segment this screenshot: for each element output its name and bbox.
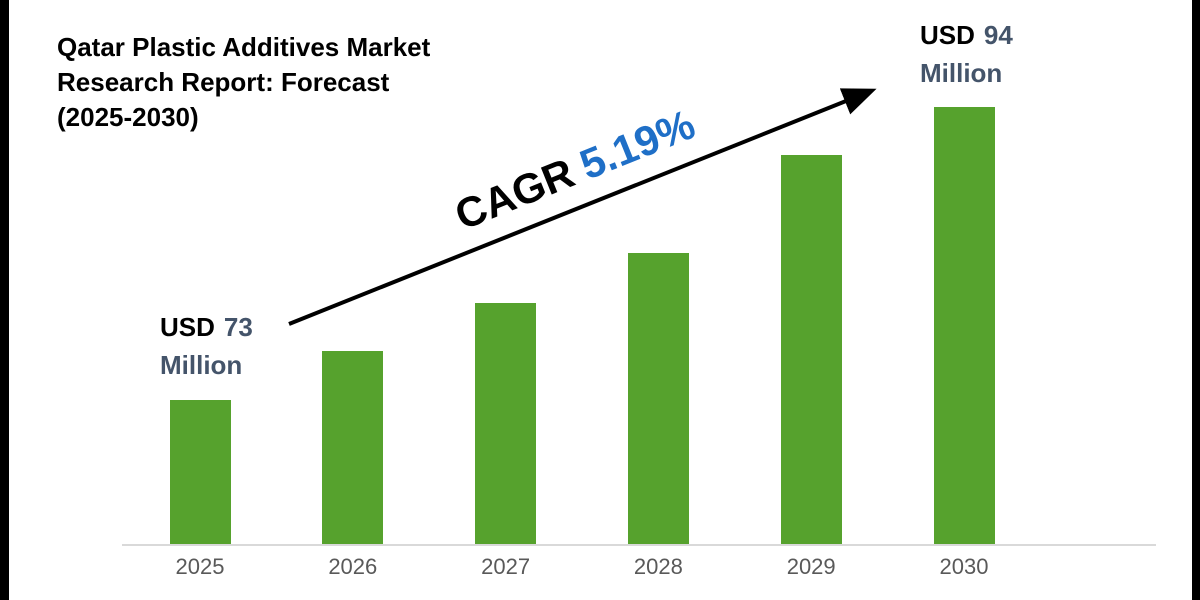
left-edge-bar (0, 0, 9, 600)
chart-title-line-2: Research Report: Forecast (57, 67, 390, 97)
chart-title: Qatar Plastic Additives Market Research … (57, 30, 430, 135)
start-currency-prefix: USD (160, 312, 215, 342)
bar-2030 (933, 107, 995, 545)
x-axis-label-2030: 2030 (939, 554, 989, 579)
x-axis-label-2029: 2029 (786, 554, 836, 579)
x-axis-label-2027: 2027 (481, 554, 531, 579)
bar-2028 (627, 253, 689, 545)
end-unit: Million (920, 58, 1003, 88)
bar-2025 (169, 400, 231, 545)
end-value-line: USD 94 (920, 16, 1013, 54)
start-value-line: USD 73 (160, 308, 253, 346)
end-value: 94 (983, 20, 1013, 50)
bar-2026 (322, 351, 384, 545)
right-edge-bar (1192, 0, 1200, 600)
x-axis-line (122, 544, 1156, 546)
start-value-annotation: USD 73 Million (160, 308, 253, 384)
bar-2029 (780, 155, 842, 545)
x-axis-label-2026: 2026 (328, 554, 378, 579)
start-value: 73 (223, 312, 253, 342)
end-currency-prefix: USD (920, 20, 975, 50)
chart-title-line-3: (2025-2030) (57, 102, 199, 132)
start-unit: Million (160, 350, 243, 380)
bar-2027 (475, 303, 537, 545)
x-axis-label-2028: 2028 (633, 554, 683, 579)
end-value-annotation: USD 94 Million (920, 16, 1013, 92)
x-axis-label-2025: 2025 (175, 554, 225, 579)
chart-title-line-1: Qatar Plastic Additives Market (57, 32, 431, 62)
